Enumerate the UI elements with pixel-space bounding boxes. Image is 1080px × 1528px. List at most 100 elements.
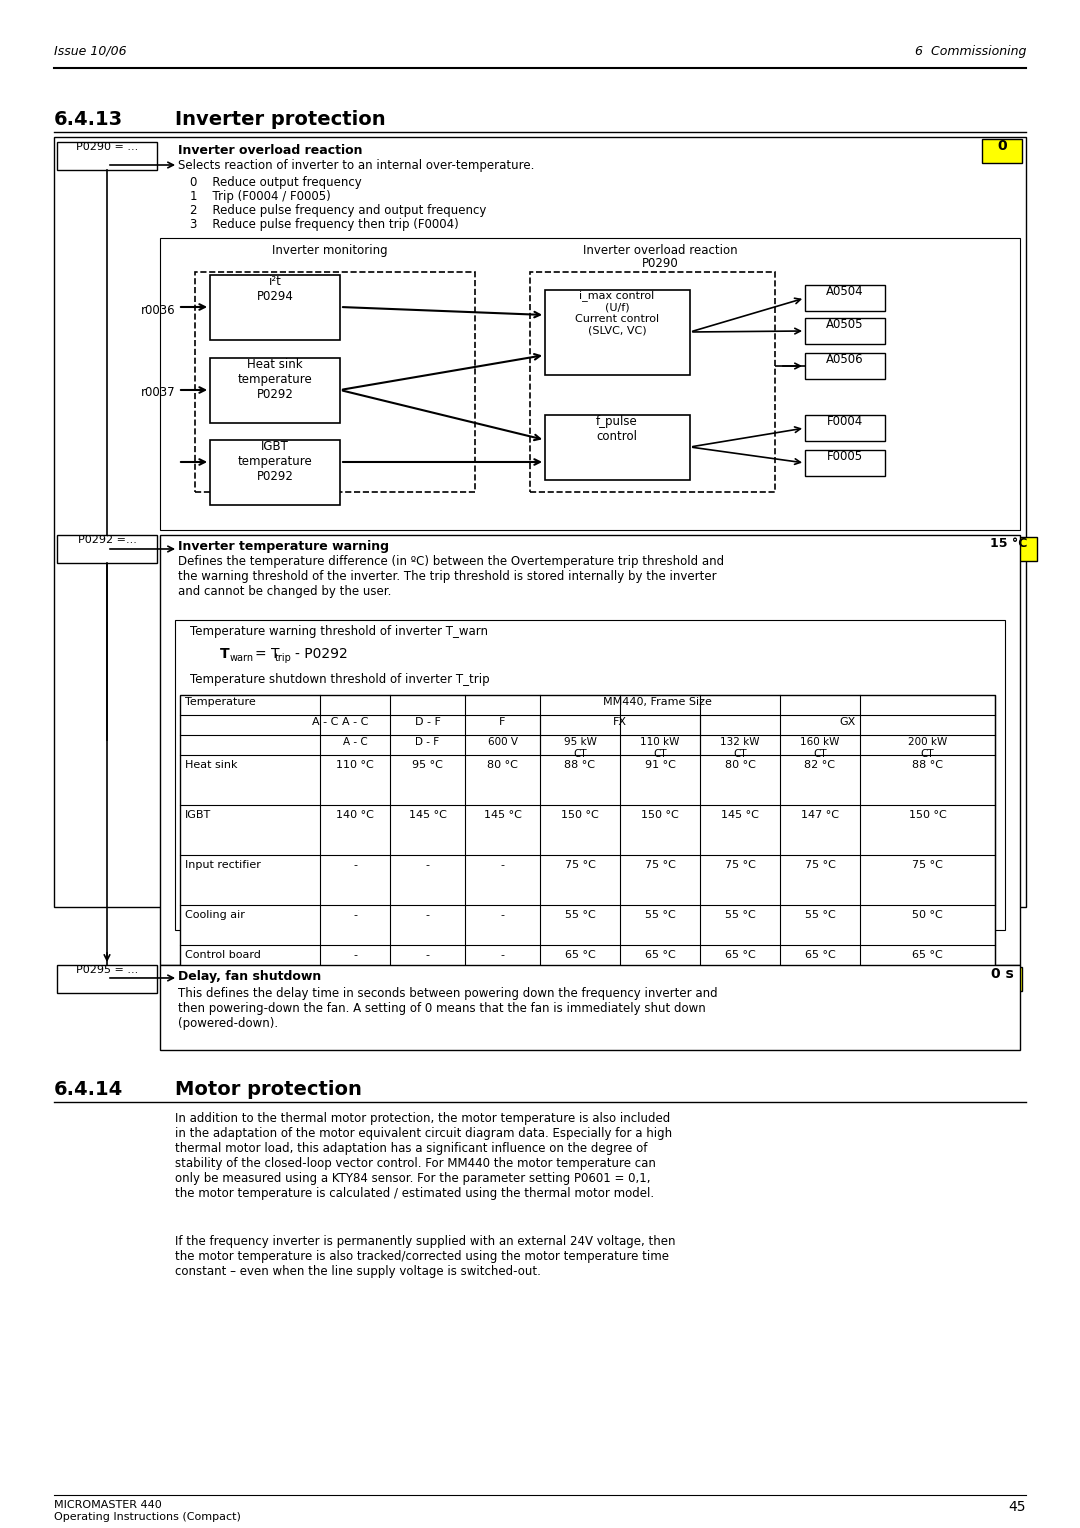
Text: warn: warn — [230, 652, 254, 663]
Text: P0292 =...: P0292 =... — [78, 535, 136, 545]
Text: 55 °C: 55 °C — [645, 911, 675, 920]
Text: A0506: A0506 — [826, 353, 864, 367]
Bar — [545, 290, 690, 374]
Text: IGBT
temperature
P0292: IGBT temperature P0292 — [238, 440, 312, 483]
Text: 82 °C: 82 °C — [805, 759, 836, 770]
Text: Selects reaction of inverter to an internal over-temperature.: Selects reaction of inverter to an inter… — [178, 159, 535, 173]
Text: 3    Reduce pulse frequency then trip (F0004): 3 Reduce pulse frequency then trip (F000… — [190, 219, 459, 231]
Text: P0295 = ...: P0295 = ... — [76, 966, 138, 975]
Text: 55 °C: 55 °C — [565, 911, 595, 920]
Text: 600 V: 600 V — [487, 736, 517, 747]
Text: 6.4.14: 6.4.14 — [54, 1080, 123, 1099]
Text: i²t
P0294: i²t P0294 — [257, 275, 294, 303]
Text: 150 °C: 150 °C — [908, 810, 946, 821]
FancyBboxPatch shape — [195, 272, 475, 492]
Text: 140 °C: 140 °C — [336, 810, 374, 821]
Text: 147 °C: 147 °C — [801, 810, 839, 821]
Text: -: - — [500, 911, 504, 920]
Bar — [545, 416, 690, 480]
Text: 65 °C: 65 °C — [645, 950, 675, 960]
Text: Issue 10/06: Issue 10/06 — [54, 44, 126, 58]
Text: D - F: D - F — [416, 736, 440, 747]
Text: 150 °C: 150 °C — [642, 810, 679, 821]
Text: This defines the delay time in seconds between powering down the frequency inver: This defines the delay time in seconds b… — [178, 987, 717, 1030]
Text: 95 kW
CT: 95 kW CT — [564, 736, 596, 758]
Text: 88 °C: 88 °C — [565, 759, 595, 770]
Text: -: - — [500, 860, 504, 869]
Text: A - C: A - C — [342, 736, 367, 747]
Text: Defines the temperature difference (in ºC) between the Overtemperature trip thre: Defines the temperature difference (in º… — [178, 555, 724, 597]
Bar — [210, 440, 340, 504]
Bar — [54, 138, 1026, 908]
Text: Inverter overload reaction: Inverter overload reaction — [178, 144, 363, 157]
Text: A - C: A - C — [341, 717, 368, 727]
Text: A - C: A - C — [312, 717, 338, 727]
Text: 0 s: 0 s — [990, 967, 1013, 981]
Text: r0037: r0037 — [140, 387, 175, 399]
Text: Temperature shutdown threshold of inverter T_trip: Temperature shutdown threshold of invert… — [190, 672, 489, 686]
Text: D - F: D - F — [415, 717, 441, 727]
Bar — [160, 966, 1020, 1050]
Text: Cooling air: Cooling air — [185, 911, 245, 920]
Text: -: - — [426, 950, 430, 960]
Text: 80 °C: 80 °C — [487, 759, 518, 770]
Text: FX: FX — [613, 717, 627, 727]
Text: 88 °C: 88 °C — [912, 759, 943, 770]
Text: -: - — [353, 860, 357, 869]
Bar — [982, 536, 1037, 561]
Bar — [175, 620, 1005, 931]
Text: f_pulse
control: f_pulse control — [596, 416, 638, 443]
Text: A0504: A0504 — [826, 286, 864, 298]
Text: Temperature: Temperature — [185, 697, 256, 707]
Text: F0005: F0005 — [827, 449, 863, 463]
Text: 160 kW
CT: 160 kW CT — [800, 736, 839, 758]
Text: 55 °C: 55 °C — [805, 911, 835, 920]
Text: 110 °C: 110 °C — [336, 759, 374, 770]
Text: trip: trip — [275, 652, 292, 663]
Text: Inverter protection: Inverter protection — [175, 110, 386, 128]
Text: 0    Reduce output frequency: 0 Reduce output frequency — [190, 176, 362, 189]
Text: -: - — [353, 950, 357, 960]
Text: 145 °C: 145 °C — [408, 810, 446, 821]
Text: i_max control
(U/f)
Current control
(SLVC, VC): i_max control (U/f) Current control (SLV… — [575, 290, 659, 336]
Bar — [57, 142, 157, 170]
Text: 145 °C: 145 °C — [484, 810, 522, 821]
Text: 50 °C: 50 °C — [913, 911, 943, 920]
Bar — [160, 238, 1020, 530]
Text: 110 kW
CT: 110 kW CT — [640, 736, 679, 758]
Text: MM440, Frame Size: MM440, Frame Size — [603, 697, 712, 707]
Text: F0004: F0004 — [827, 416, 863, 428]
Text: 80 °C: 80 °C — [725, 759, 755, 770]
Bar — [982, 139, 1022, 163]
Text: 15 °C: 15 °C — [990, 536, 1028, 550]
Text: Inverter overload reaction: Inverter overload reaction — [583, 244, 738, 257]
Text: 75 °C: 75 °C — [805, 860, 836, 869]
FancyBboxPatch shape — [530, 272, 775, 492]
Text: IGBT: IGBT — [185, 810, 212, 821]
Bar — [982, 967, 1022, 992]
Text: 2    Reduce pulse frequency and output frequency: 2 Reduce pulse frequency and output freq… — [190, 205, 486, 217]
Bar — [57, 966, 157, 993]
Text: -: - — [500, 950, 504, 960]
Text: Temperature warning threshold of inverter T_warn: Temperature warning threshold of inverte… — [190, 625, 488, 639]
Text: 45: 45 — [1009, 1500, 1026, 1514]
Bar — [805, 416, 885, 442]
Text: 6  Commissioning: 6 Commissioning — [915, 44, 1026, 58]
Text: 75 °C: 75 °C — [725, 860, 755, 869]
Bar — [805, 353, 885, 379]
Text: 55 °C: 55 °C — [725, 911, 755, 920]
Text: -: - — [426, 911, 430, 920]
Text: Heat sink
temperature
P0292: Heat sink temperature P0292 — [238, 358, 312, 400]
Text: Control board: Control board — [185, 950, 261, 960]
Bar — [57, 535, 157, 562]
Text: = T: = T — [255, 646, 280, 662]
Text: 0: 0 — [997, 139, 1007, 153]
Bar — [805, 286, 885, 312]
Text: P0290 = ...: P0290 = ... — [76, 142, 138, 151]
Text: Delay, fan shutdown: Delay, fan shutdown — [178, 970, 321, 983]
Text: Input rectifier: Input rectifier — [185, 860, 261, 869]
Text: 65 °C: 65 °C — [913, 950, 943, 960]
Bar — [210, 358, 340, 423]
Text: In addition to the thermal motor protection, the motor temperature is also inclu: In addition to the thermal motor protect… — [175, 1112, 672, 1199]
Text: -: - — [426, 860, 430, 869]
